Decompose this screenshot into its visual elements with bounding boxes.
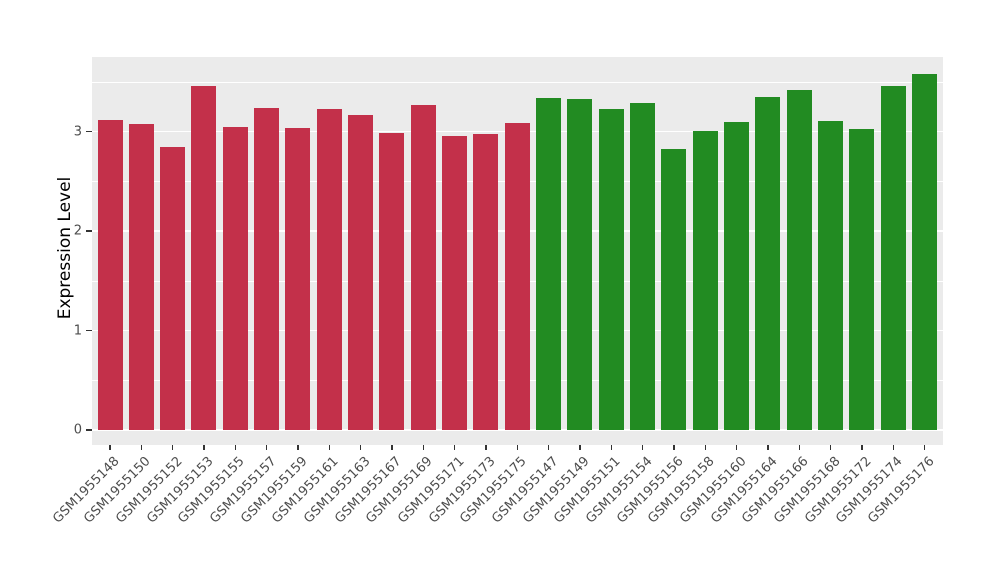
x-tick-mark — [516, 445, 519, 450]
bar-GSM1955149 — [567, 98, 593, 430]
gridline-minor — [92, 81, 943, 83]
bar-GSM1955158 — [692, 130, 718, 430]
x-tick-mark — [547, 445, 550, 450]
bar-GSM1955154 — [630, 102, 656, 430]
bar-GSM1955151 — [598, 108, 624, 430]
x-tick-mark — [453, 445, 456, 450]
x-tick-mark — [892, 445, 895, 450]
bar-GSM1955172 — [849, 128, 875, 430]
bar-GSM1955169 — [410, 104, 436, 430]
bar-GSM1955163 — [348, 114, 374, 430]
bar-GSM1955147 — [536, 97, 562, 430]
bar-GSM1955168 — [818, 120, 844, 430]
x-tick-mark — [203, 445, 205, 450]
bar-GSM1955160 — [724, 121, 750, 430]
x-tick-mark — [798, 445, 801, 450]
bar-GSM1955164 — [755, 96, 781, 430]
x-tick-mark — [704, 445, 707, 450]
bar-GSM1955166 — [786, 89, 812, 430]
bar-GSM1955161 — [316, 108, 342, 430]
x-tick-mark — [109, 445, 111, 450]
y-tick-label: 1 — [73, 323, 82, 338]
y-tick-mark — [86, 130, 92, 133]
x-tick-mark — [485, 445, 487, 450]
x-tick-mark — [579, 445, 581, 450]
plot-panel — [92, 57, 943, 445]
y-tick-mark — [86, 429, 92, 431]
x-tick-mark — [673, 445, 675, 450]
x-tick-mark — [297, 445, 299, 450]
gridline-major — [92, 429, 943, 431]
bar-GSM1955174 — [880, 85, 906, 430]
x-tick-mark — [171, 445, 174, 450]
x-tick-mark — [861, 445, 863, 450]
y-tick-mark — [86, 230, 92, 232]
x-tick-mark — [391, 445, 393, 450]
bar-GSM1955175 — [504, 122, 530, 430]
bar-GSM1955156 — [661, 149, 687, 430]
x-tick-mark — [265, 445, 268, 450]
bar-GSM1955150 — [128, 123, 154, 430]
bar-GSM1955159 — [285, 127, 311, 430]
bar-GSM1955176 — [912, 73, 938, 430]
x-tick-mark — [328, 445, 331, 450]
x-tick-mark — [767, 445, 769, 450]
x-tick-mark — [923, 445, 926, 450]
y-tick-label: 0 — [73, 422, 82, 438]
bar-GSM1955171 — [442, 136, 468, 430]
bar-GSM1955167 — [379, 133, 405, 430]
bar-GSM1955148 — [97, 119, 123, 430]
x-tick-mark — [422, 445, 425, 450]
x-tick-mark — [234, 445, 237, 450]
bar-GSM1955157 — [254, 107, 280, 430]
y-tick-mark — [86, 329, 92, 332]
y-tick-label: 2 — [73, 223, 82, 239]
bar-GSM1955173 — [473, 134, 499, 430]
x-tick-mark — [140, 445, 143, 450]
bar-GSM1955152 — [160, 147, 186, 430]
x-tick-mark — [610, 445, 613, 450]
x-tick-mark — [829, 445, 832, 450]
bar-GSM1955153 — [191, 85, 217, 430]
y-tick-label: 3 — [73, 124, 82, 139]
bar-GSM1955155 — [222, 126, 248, 430]
x-tick-mark — [641, 445, 644, 450]
y-axis-title: Expression Level — [55, 176, 75, 320]
x-tick-mark — [359, 445, 362, 450]
x-tick-mark — [735, 445, 738, 450]
